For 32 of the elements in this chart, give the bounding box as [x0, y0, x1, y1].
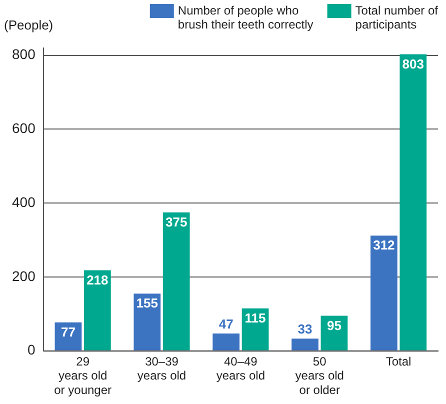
y-tick-label: 0	[28, 342, 36, 358]
y-tick-label: 400	[12, 194, 36, 210]
bar	[400, 54, 427, 350]
y-tick-label: 800	[12, 46, 36, 62]
y-axis-title: (People)	[4, 18, 54, 33]
bar	[370, 236, 398, 350]
x-tick-label: 50 years old or older	[295, 354, 344, 398]
x-tick-label: 30–39 years old	[137, 354, 186, 383]
x-tick-label: 29 years old or younger	[54, 354, 112, 398]
data-label: 115	[244, 310, 266, 326]
data-label: 375	[166, 214, 188, 230]
x-tick-label: 40–49 years old	[216, 354, 266, 383]
y-tick-label: 600	[12, 120, 36, 136]
bar	[54, 322, 82, 350]
bar	[212, 333, 240, 350]
data-label: 33	[298, 322, 312, 337]
y-tick-label: 200	[12, 268, 36, 284]
legend-label: Total number of participants	[355, 3, 439, 32]
data-label: 155	[136, 296, 158, 311]
data-label: 77	[60, 324, 76, 340]
x-tick-label: Total	[386, 354, 412, 368]
bar	[292, 338, 318, 350]
bar	[162, 212, 190, 350]
bar	[320, 316, 348, 350]
data-label: 803	[402, 56, 424, 72]
data-label: 47	[218, 316, 234, 332]
data-label: 95	[326, 318, 342, 333]
bar	[134, 294, 161, 350]
legend-label: Number of people who brush their teeth correctly	[178, 3, 314, 32]
bar	[84, 270, 111, 350]
data-label: 218	[86, 272, 108, 288]
data-label: 312	[373, 238, 395, 253]
